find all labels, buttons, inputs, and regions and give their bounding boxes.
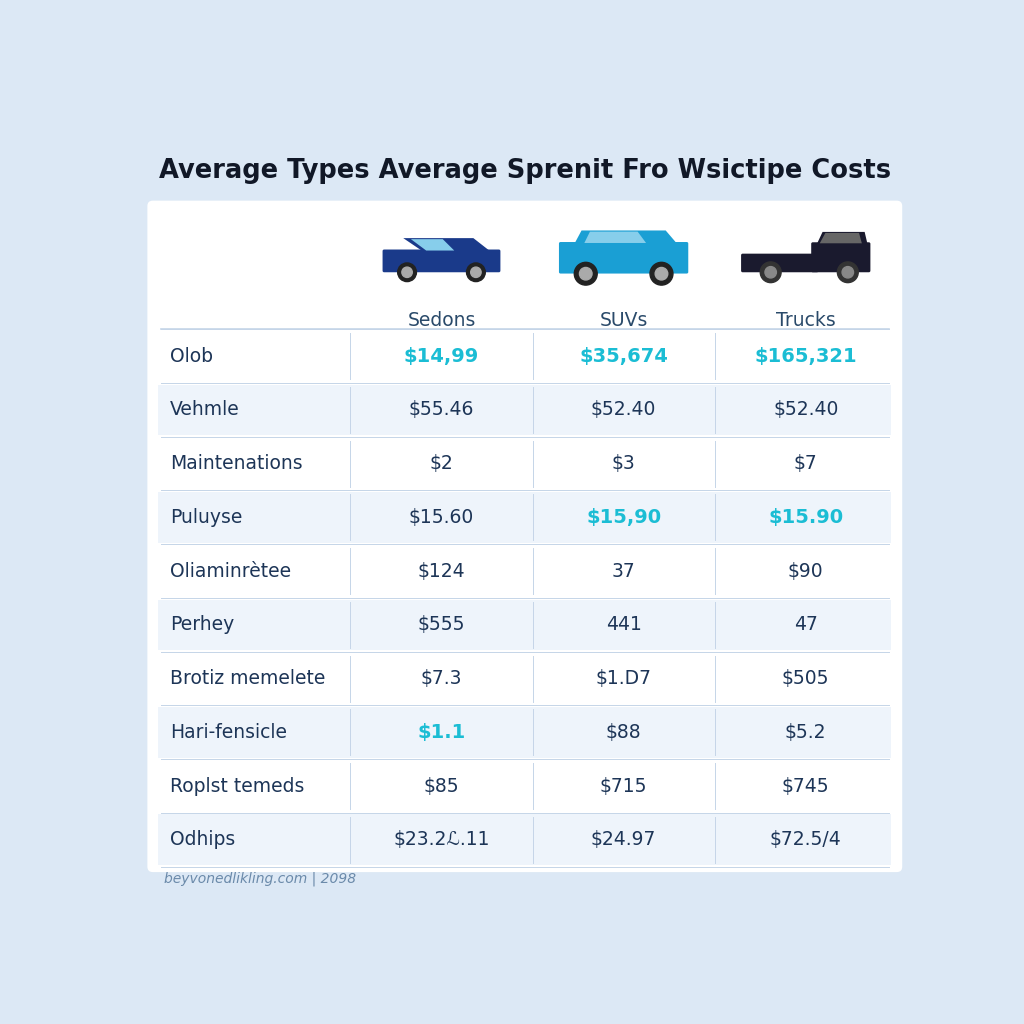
Text: Trucks: Trucks	[776, 310, 836, 330]
Text: Hari-fensicle: Hari-fensicle	[170, 723, 287, 741]
Text: 37: 37	[611, 561, 636, 581]
Text: Oliaminrètee: Oliaminrètee	[170, 561, 291, 581]
Text: Odhips: Odhips	[170, 830, 236, 849]
FancyBboxPatch shape	[159, 707, 891, 758]
Text: $52.40: $52.40	[773, 400, 839, 420]
Polygon shape	[820, 232, 862, 244]
Text: $14,99: $14,99	[403, 346, 479, 366]
Text: $52.40: $52.40	[591, 400, 656, 420]
Text: Roplst temeds: Roplst temeds	[170, 776, 304, 796]
Circle shape	[655, 267, 668, 280]
Text: Sedons: Sedons	[408, 310, 476, 330]
Text: beyvonedlikling.com | 2098: beyvonedlikling.com | 2098	[165, 871, 356, 886]
FancyBboxPatch shape	[147, 201, 902, 872]
Polygon shape	[403, 239, 489, 251]
Text: $7.3: $7.3	[421, 669, 462, 688]
Text: $24.97: $24.97	[591, 830, 656, 849]
Circle shape	[467, 263, 485, 282]
FancyBboxPatch shape	[383, 250, 501, 272]
Polygon shape	[817, 231, 867, 244]
FancyBboxPatch shape	[159, 599, 891, 650]
Text: 47: 47	[794, 615, 818, 634]
Text: $3: $3	[611, 454, 636, 473]
Text: $72.5/4: $72.5/4	[770, 830, 842, 849]
Circle shape	[397, 263, 417, 282]
Text: $23.2ℒ.11: $23.2ℒ.11	[393, 830, 489, 849]
FancyBboxPatch shape	[559, 242, 688, 273]
Text: $90: $90	[787, 561, 823, 581]
FancyBboxPatch shape	[159, 492, 891, 543]
Text: SUVs: SUVs	[599, 310, 648, 330]
Circle shape	[838, 262, 858, 283]
Text: Maintenations: Maintenations	[170, 454, 302, 473]
Text: Olob: Olob	[170, 346, 213, 366]
Polygon shape	[574, 230, 677, 244]
Circle shape	[765, 266, 776, 278]
Text: $2: $2	[430, 454, 454, 473]
Circle shape	[760, 262, 781, 283]
Text: Perhey: Perhey	[170, 615, 234, 634]
Text: $745: $745	[782, 776, 829, 796]
Text: $15,90: $15,90	[586, 508, 662, 527]
FancyBboxPatch shape	[159, 385, 891, 435]
Circle shape	[574, 262, 597, 285]
Text: $555: $555	[418, 615, 465, 634]
FancyBboxPatch shape	[159, 814, 891, 865]
Circle shape	[471, 267, 481, 278]
Text: $15.90: $15.90	[768, 508, 844, 527]
Text: 441: 441	[605, 615, 642, 634]
FancyBboxPatch shape	[811, 243, 870, 272]
Text: $88: $88	[606, 723, 641, 741]
Circle shape	[650, 262, 673, 285]
Text: Average Types Average Sprenit Fro Wsictipe Costs: Average Types Average Sprenit Fro Wsicti…	[159, 159, 891, 184]
Circle shape	[842, 266, 854, 278]
Text: Brotiz memelete: Brotiz memelete	[170, 669, 326, 688]
Text: $5.2: $5.2	[785, 723, 826, 741]
Text: $1.1: $1.1	[418, 723, 466, 741]
Text: $1.D7: $1.D7	[596, 669, 651, 688]
Text: Vehmle: Vehmle	[170, 400, 240, 420]
Text: $55.46: $55.46	[409, 400, 474, 420]
Circle shape	[580, 267, 592, 280]
Polygon shape	[585, 231, 646, 243]
Text: $15.60: $15.60	[409, 508, 474, 527]
Text: $85: $85	[424, 776, 460, 796]
Text: $124: $124	[418, 561, 465, 581]
Polygon shape	[411, 240, 455, 251]
Text: Puluyse: Puluyse	[170, 508, 243, 527]
Text: $165,321: $165,321	[755, 346, 857, 366]
Text: $715: $715	[600, 776, 647, 796]
Circle shape	[401, 267, 413, 278]
Text: $7: $7	[794, 454, 817, 473]
Text: $505: $505	[782, 669, 829, 688]
Text: $35,674: $35,674	[580, 346, 668, 366]
FancyBboxPatch shape	[741, 254, 818, 272]
